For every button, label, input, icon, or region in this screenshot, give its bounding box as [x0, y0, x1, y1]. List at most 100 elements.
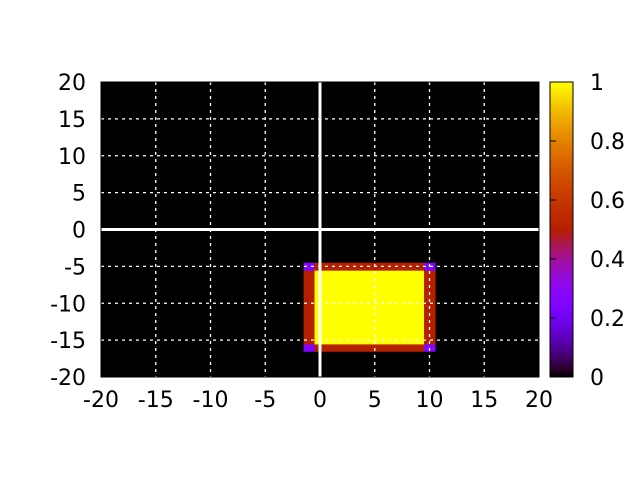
heatmap-cell	[402, 314, 414, 323]
heatmap-cell	[380, 284, 392, 293]
heatmap-cell	[369, 270, 381, 279]
heatmap-cell	[424, 292, 436, 301]
heatmap-cell	[347, 321, 359, 330]
heatmap-cell	[413, 314, 425, 323]
heatmap-cell	[303, 270, 316, 279]
heatmap-cell	[391, 277, 403, 286]
heatmap-cell	[303, 343, 316, 352]
heatmap-cell	[303, 314, 316, 323]
colorbar-tick-label: 0.2	[590, 307, 625, 332]
heatmap-cell	[325, 321, 338, 330]
heatmap-cell	[303, 336, 316, 345]
colorbar	[549, 81, 574, 378]
heatmap-cell	[402, 336, 414, 345]
heatmap-cell	[380, 336, 392, 345]
heatmap-cell	[369, 314, 381, 323]
heatmap-cell	[402, 277, 414, 286]
heatmap-cell	[347, 277, 359, 286]
heatmap-cell	[402, 284, 414, 293]
y-tick-label: -5	[64, 255, 86, 280]
x-tick-label: -5	[254, 388, 276, 413]
heatmap-cell	[391, 270, 403, 279]
heatmap-cell	[358, 321, 370, 330]
heatmap-cell	[369, 329, 381, 338]
x-tick-label: -20	[83, 388, 119, 413]
plot-frame	[100, 81, 540, 378]
heatmap-cell	[413, 292, 425, 301]
heatmap-cell	[391, 284, 403, 293]
y-tick-label: 15	[58, 108, 86, 133]
heatmap-cell	[336, 329, 348, 338]
heatmap-cell	[402, 329, 414, 338]
x-tick-label: 0	[313, 388, 327, 413]
heatmap-cell	[369, 306, 381, 315]
heatmap-cell	[391, 306, 403, 315]
heatmap-cell	[303, 284, 316, 293]
x-tick-label: 10	[416, 388, 444, 413]
colorbar-tick-label: 0.6	[590, 189, 625, 214]
heatmap-cell	[424, 277, 436, 286]
heatmap-cell	[413, 306, 425, 315]
heatmap-cell	[402, 270, 414, 279]
heatmap-cell	[347, 306, 359, 315]
heatmap-cell	[424, 306, 436, 315]
heatmap-cell	[336, 277, 348, 286]
y-tick-label: -15	[50, 329, 86, 354]
heatmap-cell	[325, 329, 338, 338]
heatmap-cell	[325, 270, 338, 279]
heatmap-cell	[303, 262, 316, 271]
colorbar-tick-label: 1	[590, 71, 604, 96]
heatmap-cell	[413, 284, 425, 293]
heatmap-cell	[380, 270, 392, 279]
x-tick-label: -15	[138, 388, 174, 413]
y-tick-label: 5	[72, 182, 86, 207]
heatmap-cell	[424, 343, 436, 352]
heatmap-cell	[391, 329, 403, 338]
heatmap-cell	[413, 270, 425, 279]
heatmap-cell	[336, 262, 348, 271]
heatmap-cell	[413, 343, 425, 352]
heatmap-cell	[358, 329, 370, 338]
heatmap-cell	[424, 314, 436, 323]
heatmap-cell	[325, 262, 338, 271]
heatmap-cell	[358, 314, 370, 323]
heatmap-cell	[358, 292, 370, 301]
heatmap-cell	[325, 336, 338, 345]
heatmap-cell	[413, 321, 425, 330]
heatmap-cell	[358, 343, 370, 352]
heatmap-cell	[380, 277, 392, 286]
heatmap-cell	[325, 343, 338, 352]
heatmap-cell	[380, 321, 392, 330]
heatmap-cell	[369, 343, 381, 352]
heatmap-cell	[303, 292, 316, 301]
heatmap-cell	[380, 314, 392, 323]
heatmap-cell	[358, 299, 370, 308]
heatmap-cell	[424, 329, 436, 338]
heatmap-cell	[347, 292, 359, 301]
heatmap-cell	[303, 299, 316, 308]
heatmap-cell	[336, 343, 348, 352]
heatmap-cell	[347, 329, 359, 338]
heatmap-cell	[358, 270, 370, 279]
heatmap-cell	[325, 284, 338, 293]
heatmap-cell	[391, 343, 403, 352]
colorbar-tick-label: 0.8	[590, 130, 625, 155]
heatmap-cell	[303, 277, 316, 286]
heatmap-cell	[336, 321, 348, 330]
heatmap-cell	[358, 262, 370, 271]
x-tick-label: 5	[368, 388, 382, 413]
heatmap-cell	[347, 284, 359, 293]
heatmap-cell	[402, 321, 414, 330]
heatmap-cell	[347, 270, 359, 279]
heatmap-cell	[391, 292, 403, 301]
heatmap-cell	[369, 321, 381, 330]
x-tick-label: 20	[525, 388, 553, 413]
heatmap-cell	[380, 343, 392, 352]
heatmap-cell	[325, 277, 338, 286]
heatmap-cell	[391, 321, 403, 330]
heatmap-cell	[358, 277, 370, 286]
heatmap-cell	[325, 299, 338, 308]
heatmap-cell	[380, 292, 392, 301]
heatmap-cell	[303, 329, 316, 338]
